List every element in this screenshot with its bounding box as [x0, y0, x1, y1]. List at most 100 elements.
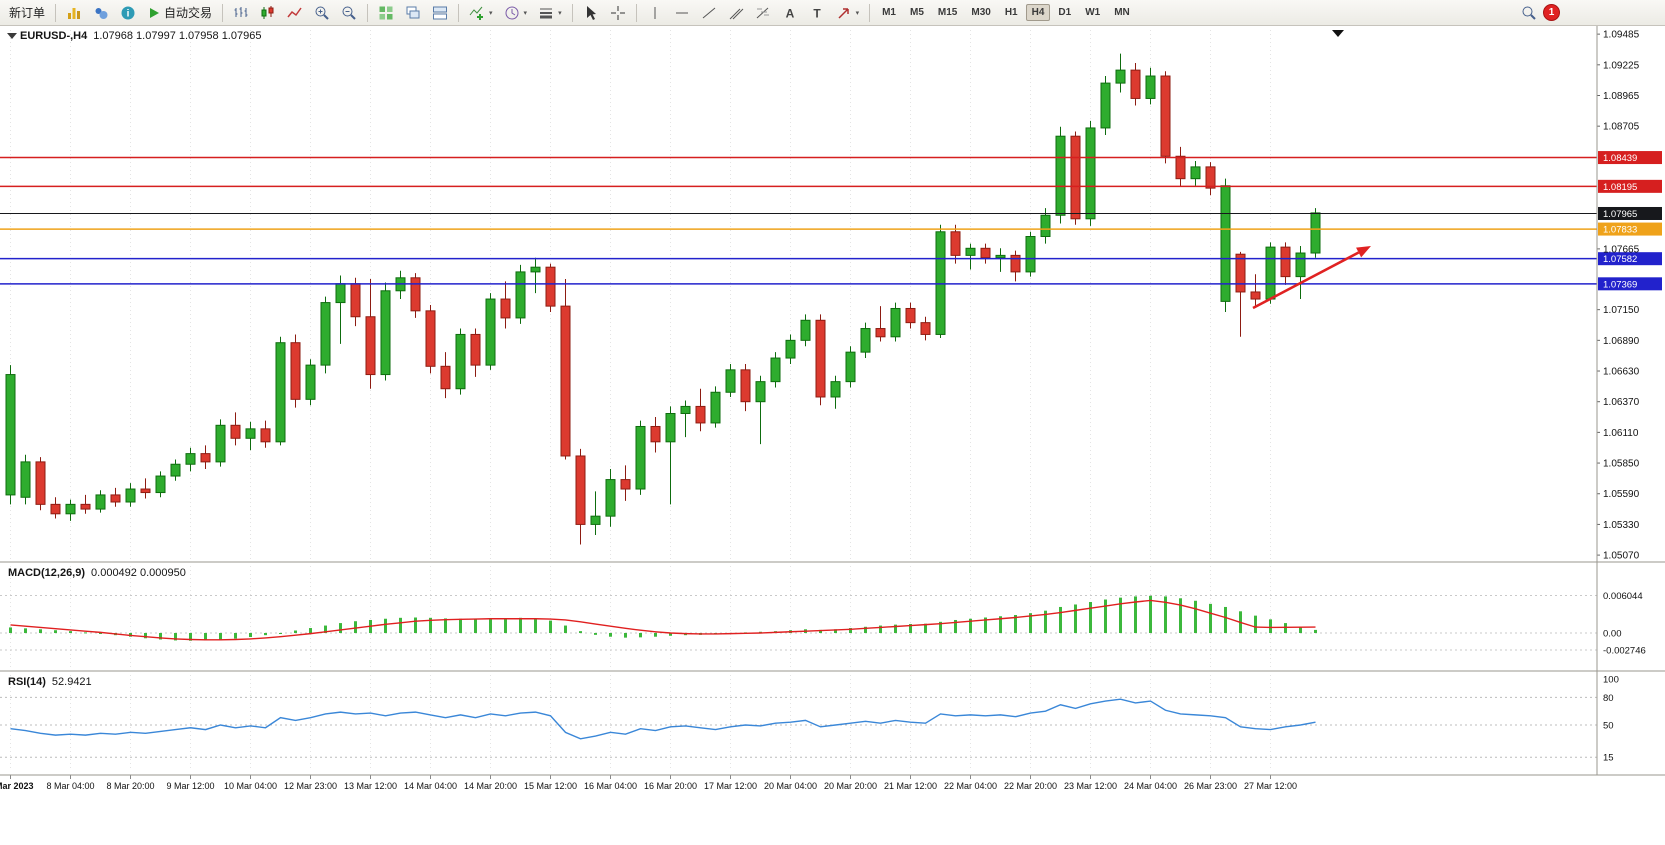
indicators-icon: [469, 6, 484, 20]
candlestick: [410, 277, 421, 312]
candlestick: [725, 369, 736, 393]
new-order-button[interactable]: 新订单: [4, 3, 50, 23]
macd-histogram-bar: [1224, 606, 1227, 633]
channel-button[interactable]: [723, 3, 749, 23]
candlestick: [365, 316, 376, 376]
line-chart-type-button[interactable]: [282, 3, 308, 23]
zoom-in-button[interactable]: [309, 3, 335, 23]
trend-arrow-head[interactable]: [1356, 246, 1371, 258]
macd-histogram-bar: [504, 618, 507, 633]
candlestick: [110, 494, 121, 503]
bar-chart-icon: [234, 6, 248, 17]
horizontal-line-button[interactable]: [669, 3, 695, 23]
macd-histogram-bar: [294, 630, 297, 633]
candlestick: [1280, 246, 1291, 278]
macd-histogram-bar: [279, 633, 282, 634]
macd-histogram-bar: [564, 625, 567, 633]
candlestick: [995, 254, 1006, 259]
algo-trading-button[interactable]: 自动交易: [142, 3, 217, 23]
timeframe-button-h4[interactable]: H4: [1025, 4, 1051, 21]
tile-windows-button[interactable]: [373, 3, 399, 23]
arrows-tool-button[interactable]: ▾: [831, 3, 865, 23]
label-tool-button[interactable]: T: [804, 3, 830, 23]
price-axis-label: 1.05070: [1603, 551, 1640, 562]
time-axis-label: 14 Mar 04:00: [404, 781, 457, 791]
price-tag-label: 1.07369: [1603, 279, 1637, 290]
timeframe-button-mn[interactable]: MN: [1114, 7, 1130, 18]
zoom-in-icon: [315, 6, 329, 20]
timeframe-button-h1[interactable]: H1: [1004, 7, 1018, 18]
search-button[interactable]: [1516, 3, 1542, 23]
chart-window[interactable]: EURUSD-,H4 1.07968 1.07997 1.07958 1.0796…: [0, 26, 1665, 845]
price-axis-label: 1.05330: [1603, 520, 1640, 531]
line-styles-icon: [540, 8, 553, 18]
timeframe-button-m1[interactable]: M1: [882, 7, 896, 18]
candlestick: [260, 428, 271, 443]
vertical-line-button[interactable]: [642, 3, 668, 23]
macd-histogram-bar: [354, 621, 357, 633]
indicators-button[interactable]: ▾: [464, 3, 498, 23]
price-tag: [1598, 252, 1662, 266]
candlestick: [215, 424, 226, 463]
macd-histogram-bar: [669, 633, 672, 636]
candlestick: [5, 374, 16, 496]
macd-histogram-bar: [1194, 600, 1197, 633]
macd-histogram-bar: [489, 618, 492, 633]
macd-histogram-bar: [219, 633, 222, 640]
data-window-button[interactable]: i: [115, 3, 141, 23]
navigator-button[interactable]: [88, 3, 114, 23]
candlestick: [155, 475, 166, 494]
timeframe-button-d1[interactable]: D1: [1058, 7, 1072, 18]
algo-trading-label: 自动交易: [164, 6, 213, 20]
zoom-out-button[interactable]: [336, 3, 362, 23]
macd-histogram-bar: [414, 617, 417, 633]
line-styles-button[interactable]: ▾: [533, 3, 567, 23]
trendline-button[interactable]: [696, 3, 722, 23]
line-chart-icon: [287, 7, 302, 17]
macd-histogram-bar: [234, 633, 237, 639]
macd-histogram-bar: [1149, 595, 1152, 633]
toolbar-separator: [869, 3, 871, 22]
dropdown-caret-icon: ▾: [523, 9, 528, 17]
cascade-windows-button[interactable]: [400, 3, 426, 23]
time-axis-label: 15 Mar 12:00: [524, 781, 577, 791]
price-chart-canvas[interactable]: 7 Mar 2023 8 Mar 04:00 8 Mar 20:00 9 Mar 12…: [0, 26, 1665, 845]
toolbar-separator: [571, 3, 573, 22]
timeframe-button-m30[interactable]: M30: [971, 7, 991, 18]
macd-histogram-bar: [84, 632, 87, 634]
timeframe-button-w1[interactable]: W1: [1085, 7, 1101, 18]
candlestick-type-button[interactable]: [255, 3, 281, 23]
candlestick: [1145, 75, 1156, 99]
chart-collapse-icon[interactable]: [7, 33, 17, 39]
label-tool-icon: T: [813, 6, 821, 20]
chart-shift-marker-icon[interactable]: [1332, 30, 1344, 37]
cursor-button[interactable]: [578, 3, 604, 23]
candlestick: [905, 307, 916, 324]
price-axis-label: 1.07665: [1603, 244, 1640, 255]
macd-histogram-bar: [819, 629, 822, 633]
dropdown-caret-icon: ▾: [489, 9, 493, 17]
market-watch-button[interactable]: [61, 3, 87, 23]
crosshair-button[interactable]: [605, 3, 631, 23]
timeframe-button-m5[interactable]: M5: [910, 7, 924, 18]
trend-arrow-annotation[interactable]: [1252, 251, 1360, 310]
text-tool-button[interactable]: A: [777, 3, 803, 23]
notification-badge[interactable]: 1: [1543, 4, 1560, 21]
candlestick: [1025, 236, 1036, 273]
candlestick: [1085, 127, 1096, 220]
macd-histogram-bar: [1119, 597, 1122, 633]
candlestick: [965, 247, 976, 256]
channel-icon: [729, 8, 743, 19]
timeframe-button-m15[interactable]: M15: [937, 7, 958, 18]
candlestick: [65, 503, 76, 515]
macd-histogram-bar: [939, 621, 942, 633]
candlestick: [485, 298, 496, 366]
cycles-button[interactable]: ▾: [499, 3, 533, 23]
cycles-clock-icon: [505, 6, 519, 19]
tile-horizontal-button[interactable]: [427, 3, 453, 23]
price-axis-label: 1.05850: [1603, 459, 1640, 470]
fibonacci-button[interactable]: [750, 3, 776, 23]
candlestick: [1190, 166, 1201, 180]
bar-chart-type-button[interactable]: [228, 3, 254, 23]
macd-histogram-bar: [1029, 613, 1032, 633]
